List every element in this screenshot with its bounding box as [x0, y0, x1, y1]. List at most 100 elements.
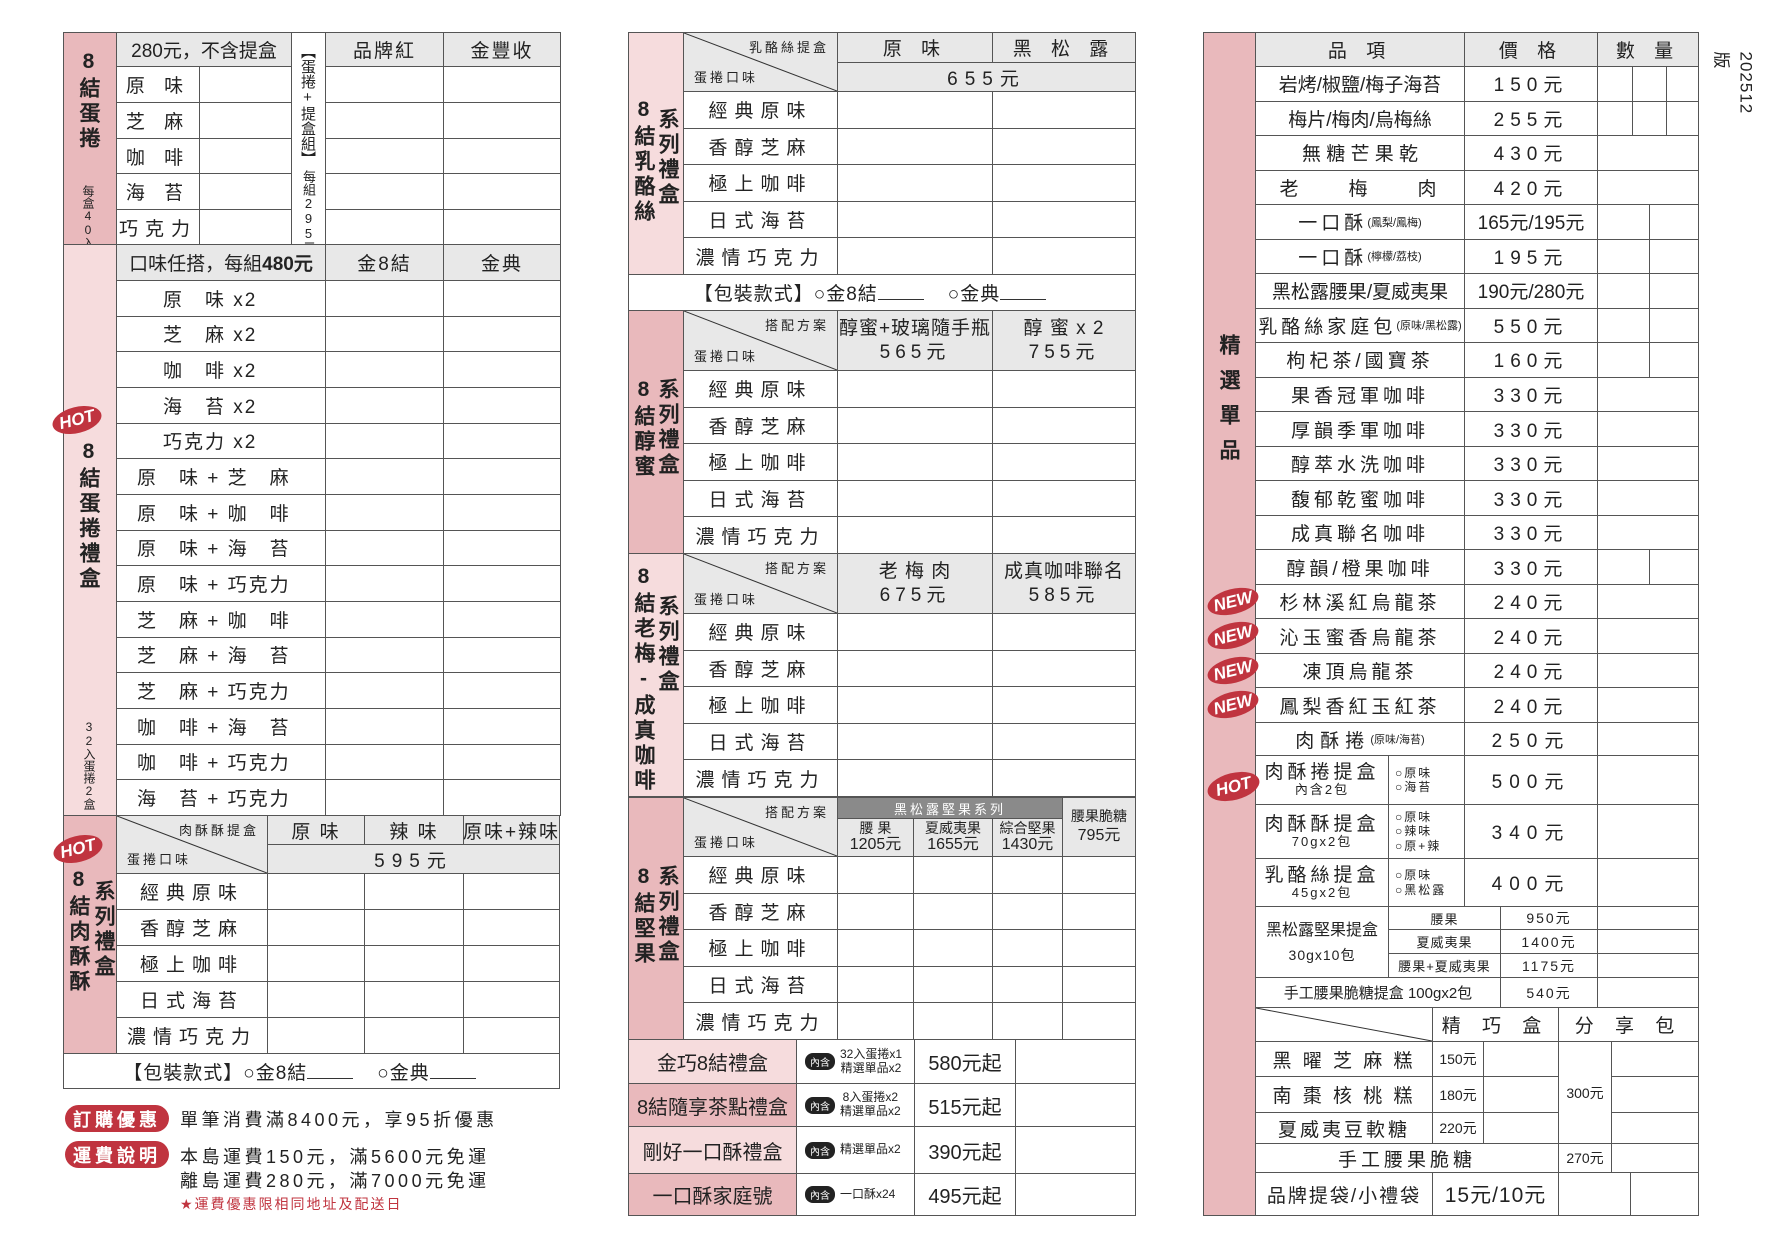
quantity-cell[interactable]	[1597, 583, 1699, 620]
quantity-cell[interactable]	[837, 1002, 914, 1040]
quantity-cell[interactable]	[1649, 342, 1699, 378]
quantity-cell[interactable]	[325, 315, 444, 353]
quantity-cell[interactable]	[1597, 480, 1699, 516]
quantity-cell[interactable]	[325, 387, 444, 424]
quantity-cell[interactable]	[1597, 135, 1699, 171]
quantity-cell[interactable]	[837, 516, 993, 554]
quantity-cell[interactable]	[1611, 1143, 1699, 1173]
quantity-cell[interactable]	[463, 1017, 560, 1054]
quantity-cell[interactable]	[267, 1017, 365, 1054]
quantity-cell[interactable]	[443, 708, 561, 745]
quantity-cell[interactable]	[443, 387, 561, 424]
quantity-cell[interactable]	[1597, 376, 1699, 413]
quantity-cell[interactable]	[325, 708, 444, 745]
quantity-cell[interactable]	[1649, 204, 1699, 240]
quantity-cell[interactable]	[325, 66, 444, 103]
quantity-cell[interactable]	[1649, 238, 1699, 275]
quantity-cell[interactable]	[443, 494, 561, 531]
quantity-cell[interactable]	[364, 945, 464, 982]
quantity-cell[interactable]	[837, 892, 914, 931]
quantity-cell[interactable]	[913, 929, 993, 967]
quantity-cell[interactable]	[463, 873, 560, 910]
quantity-cell[interactable]	[913, 965, 993, 1004]
quantity-cell[interactable]	[837, 91, 993, 129]
quantity-cell[interactable]	[1597, 273, 1650, 309]
quantity-cell[interactable]	[364, 1017, 464, 1054]
quantity-cell[interactable]	[463, 981, 560, 1018]
quantity-cell[interactable]	[992, 516, 1136, 554]
quantity-cell[interactable]	[463, 945, 560, 982]
quantity-cell[interactable]	[1597, 687, 1699, 723]
quantity-cell[interactable]	[1015, 1126, 1136, 1174]
option-radio[interactable]: ○海苔	[1395, 780, 1433, 794]
quantity-cell[interactable]	[443, 209, 561, 245]
quantity-cell[interactable]	[443, 743, 561, 781]
quantity-cell[interactable]	[325, 601, 444, 638]
quantity-cell[interactable]	[913, 1002, 993, 1040]
packaging-option-gold-classic[interactable]: ○金典	[377, 1062, 430, 1084]
quantity-cell[interactable]	[325, 565, 444, 602]
quantity-cell[interactable]	[325, 102, 444, 139]
quantity-cell[interactable]	[837, 649, 993, 688]
quantity-cell[interactable]	[992, 722, 1136, 761]
quantity-cell[interactable]	[837, 406, 993, 445]
quantity-cell[interactable]	[325, 743, 444, 781]
quantity-cell[interactable]	[1062, 892, 1136, 931]
quantity-cell[interactable]	[1483, 1041, 1559, 1077]
quantity-cell[interactable]	[443, 138, 561, 174]
quantity-cell[interactable]	[1062, 1002, 1136, 1040]
quantity-cell[interactable]	[837, 479, 993, 518]
quantity-cell[interactable]	[837, 722, 993, 761]
quantity-cell[interactable]	[992, 649, 1136, 688]
quantity-cell[interactable]	[1630, 1172, 1699, 1216]
quantity-cell[interactable]	[1483, 1076, 1559, 1113]
quantity-cell[interactable]	[443, 315, 561, 353]
quantity-cell[interactable]	[325, 209, 444, 245]
quantity-cell[interactable]	[443, 173, 561, 210]
quantity-cell[interactable]	[325, 173, 444, 210]
quantity-cell[interactable]	[992, 443, 1136, 481]
quantity-cell[interactable]	[364, 909, 464, 946]
quantity-cell[interactable]	[199, 209, 292, 245]
quantity-cell[interactable]	[443, 779, 561, 816]
quantity-cell[interactable]	[1062, 965, 1136, 1004]
quantity-cell[interactable]	[992, 856, 1063, 894]
quantity-cell[interactable]	[837, 237, 993, 275]
quantity-cell[interactable]	[463, 909, 560, 946]
packaging-option-gold8[interactable]: ○金8結	[813, 284, 878, 305]
quantity-cell[interactable]	[443, 422, 561, 460]
quantity-cell[interactable]	[1597, 411, 1699, 447]
quantity-cell[interactable]	[1597, 549, 1650, 585]
quantity-cell[interactable]	[837, 856, 914, 894]
quantity-cell[interactable]	[1611, 1041, 1699, 1077]
quantity-cell[interactable]	[325, 494, 444, 531]
quantity-cell[interactable]	[443, 351, 561, 388]
quantity-cell[interactable]	[913, 892, 993, 931]
quantity-cell[interactable]	[199, 102, 292, 139]
quantity-cell[interactable]	[1597, 929, 1699, 954]
quantity-cell[interactable]	[1062, 856, 1136, 894]
quantity-cell[interactable]	[1666, 100, 1699, 137]
quantity-cell[interactable]	[267, 945, 365, 982]
quantity-cell[interactable]	[325, 351, 444, 388]
quantity-cell[interactable]	[1649, 273, 1699, 309]
quantity-cell[interactable]	[1597, 445, 1699, 482]
quantity-cell[interactable]	[992, 164, 1136, 202]
packaging-option-gold-classic[interactable]: ○金典	[947, 284, 1001, 305]
quantity-cell[interactable]	[267, 909, 365, 946]
quantity-cell[interactable]	[1597, 204, 1650, 240]
quantity-cell[interactable]	[325, 529, 444, 567]
quantity-cell[interactable]	[992, 127, 1136, 166]
quantity-cell[interactable]	[1597, 618, 1699, 654]
quantity-cell[interactable]	[837, 127, 993, 166]
quantity-cell[interactable]	[443, 66, 561, 103]
quantity-cell[interactable]	[1597, 722, 1699, 756]
quantity-cell[interactable]	[325, 458, 444, 495]
quantity-cell[interactable]	[1666, 66, 1699, 102]
quantity-cell[interactable]	[992, 370, 1136, 408]
quantity-cell[interactable]	[1597, 238, 1650, 275]
quantity-cell[interactable]	[1611, 1112, 1699, 1144]
quantity-cell[interactable]	[1015, 1039, 1136, 1084]
option-radio[interactable]: ○原味	[1395, 868, 1433, 883]
quantity-cell[interactable]	[992, 1002, 1063, 1040]
